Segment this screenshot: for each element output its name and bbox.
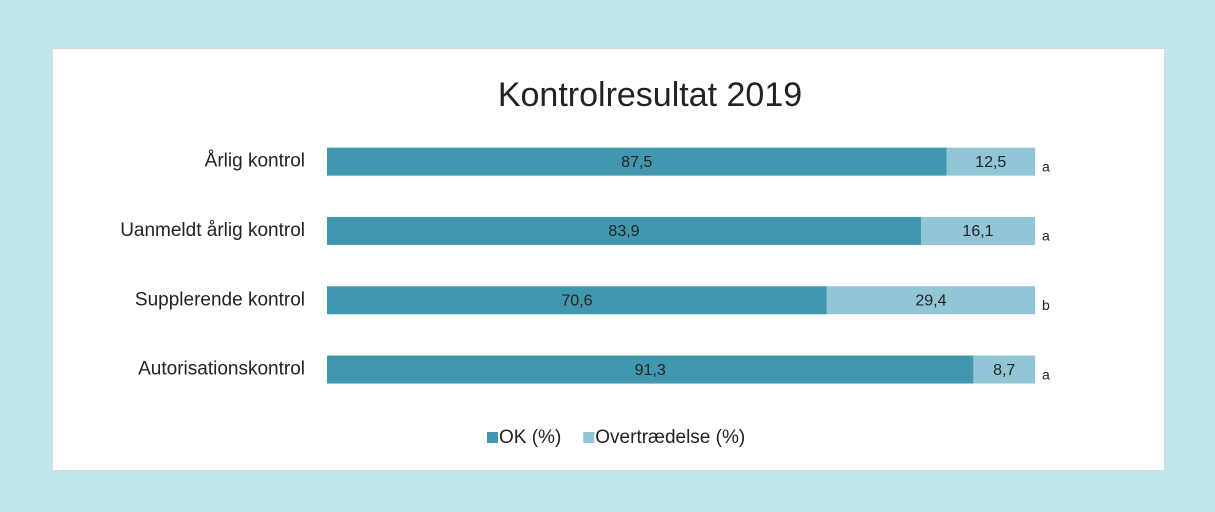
bar-segment (921, 216, 1035, 245)
data-label: 12,5 (975, 154, 1006, 171)
bar-segment (973, 355, 1035, 384)
bar-segment (327, 355, 974, 384)
bar-segment (327, 216, 922, 245)
annotation: a (1042, 228, 1050, 244)
legend-label: Overtrædelse (%) (595, 427, 745, 448)
annotation: a (1042, 366, 1050, 382)
chart-title: Kontrolresultat 2019 (498, 76, 802, 114)
annotation: a (1042, 158, 1050, 174)
annotation: b (1042, 297, 1050, 313)
data-label: 29,4 (915, 292, 946, 309)
y-tick-label: Supplerende kontrol (135, 289, 305, 310)
bar-segment (826, 286, 1035, 315)
bar-segment (327, 147, 947, 176)
data-label: 91,3 (635, 362, 666, 379)
y-tick-label: Uanmeldt årlig kontrol (120, 220, 305, 241)
legend-swatch (487, 432, 498, 443)
y-tick-label: Autorisationskontrol (138, 359, 305, 380)
data-label: 16,1 (962, 223, 993, 240)
data-label: 83,9 (608, 223, 639, 240)
bar-segment (946, 147, 1035, 176)
data-label: 8,7 (993, 362, 1015, 379)
legend-swatch (583, 432, 595, 443)
legend-label: OK (%) (499, 427, 561, 448)
data-label: 70,6 (561, 292, 592, 309)
data-label: 87,5 (621, 154, 652, 171)
bar-segment (327, 286, 827, 315)
chart-panel (52, 48, 1165, 471)
y-tick-label: Årlig kontrol (205, 151, 305, 172)
